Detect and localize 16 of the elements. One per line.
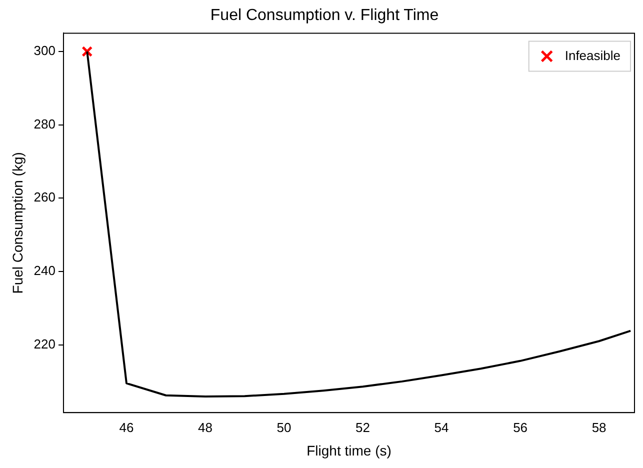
y-axis-title: Fuel Consumption (kg) <box>9 152 26 294</box>
x-tick-label: 48 <box>198 420 212 435</box>
x-tick-label: 52 <box>356 420 370 435</box>
chart-title: Fuel Consumption v. Flight Time <box>210 7 439 24</box>
x-tick-label: 50 <box>276 420 292 435</box>
legend-label: Infeasible <box>564 48 621 63</box>
y-tick-label: 220 <box>34 336 56 352</box>
x-tick-label: 54 <box>434 420 449 435</box>
x-axis-title: Flight time (s) <box>306 442 392 458</box>
y-tick-label: 300 <box>34 43 56 58</box>
y-tick-label: 280 <box>34 116 56 132</box>
x-tick-label: 58 <box>592 420 606 435</box>
y-tick-label: 260 <box>34 190 56 205</box>
x-tick-label: 56 <box>513 420 528 435</box>
y-tick-label: 240 <box>34 263 56 278</box>
x-tick-label: 46 <box>119 420 134 435</box>
